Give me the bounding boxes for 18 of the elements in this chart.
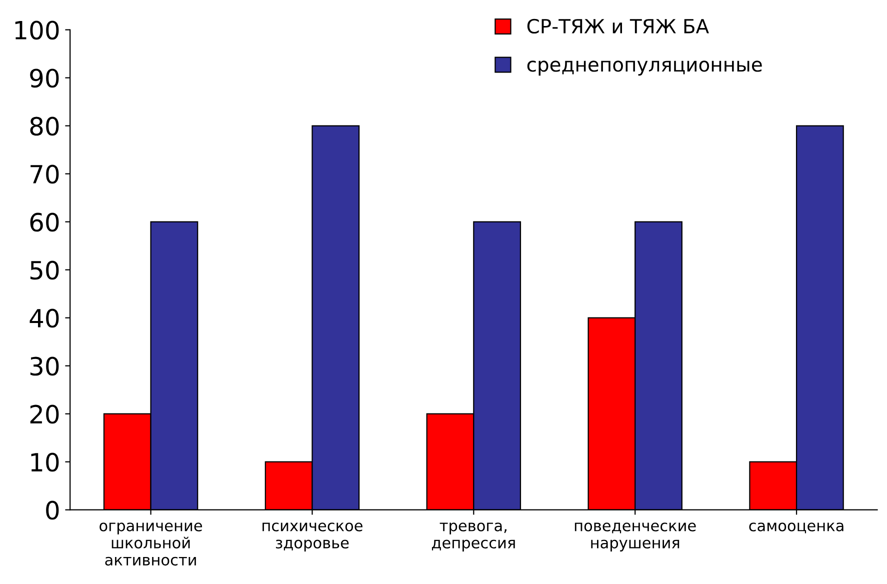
y-tick-label: 70: [30, 164, 59, 184]
legend-label: среднепопуляционные: [527, 60, 762, 76]
x-tick-label: психическое здоровье: [262, 522, 362, 552]
y-tick-label: 50: [30, 260, 59, 280]
y-tick-label: 0: [46, 500, 59, 520]
x-tick-label: тревога, депрессия: [432, 522, 515, 552]
y-tick-label: 90: [30, 68, 59, 88]
x-tick-label: самооценка: [749, 522, 844, 534]
legend-label: СР-ТЯЖ и ТЯЖ БА: [527, 18, 709, 34]
y-tick-label: 40: [30, 308, 59, 328]
x-tick-label: ограничение школьной активности: [100, 522, 202, 566]
y-tick-label: 20: [30, 404, 59, 424]
y-tick-label: 80: [30, 116, 59, 136]
y-tick-label: 100: [15, 20, 59, 40]
y-tick-label: 10: [31, 452, 59, 472]
y-tick-label: 30: [30, 356, 59, 376]
x-tick-label: поведенческие нарушения: [574, 522, 696, 552]
y-tick-label: 60: [30, 212, 59, 232]
